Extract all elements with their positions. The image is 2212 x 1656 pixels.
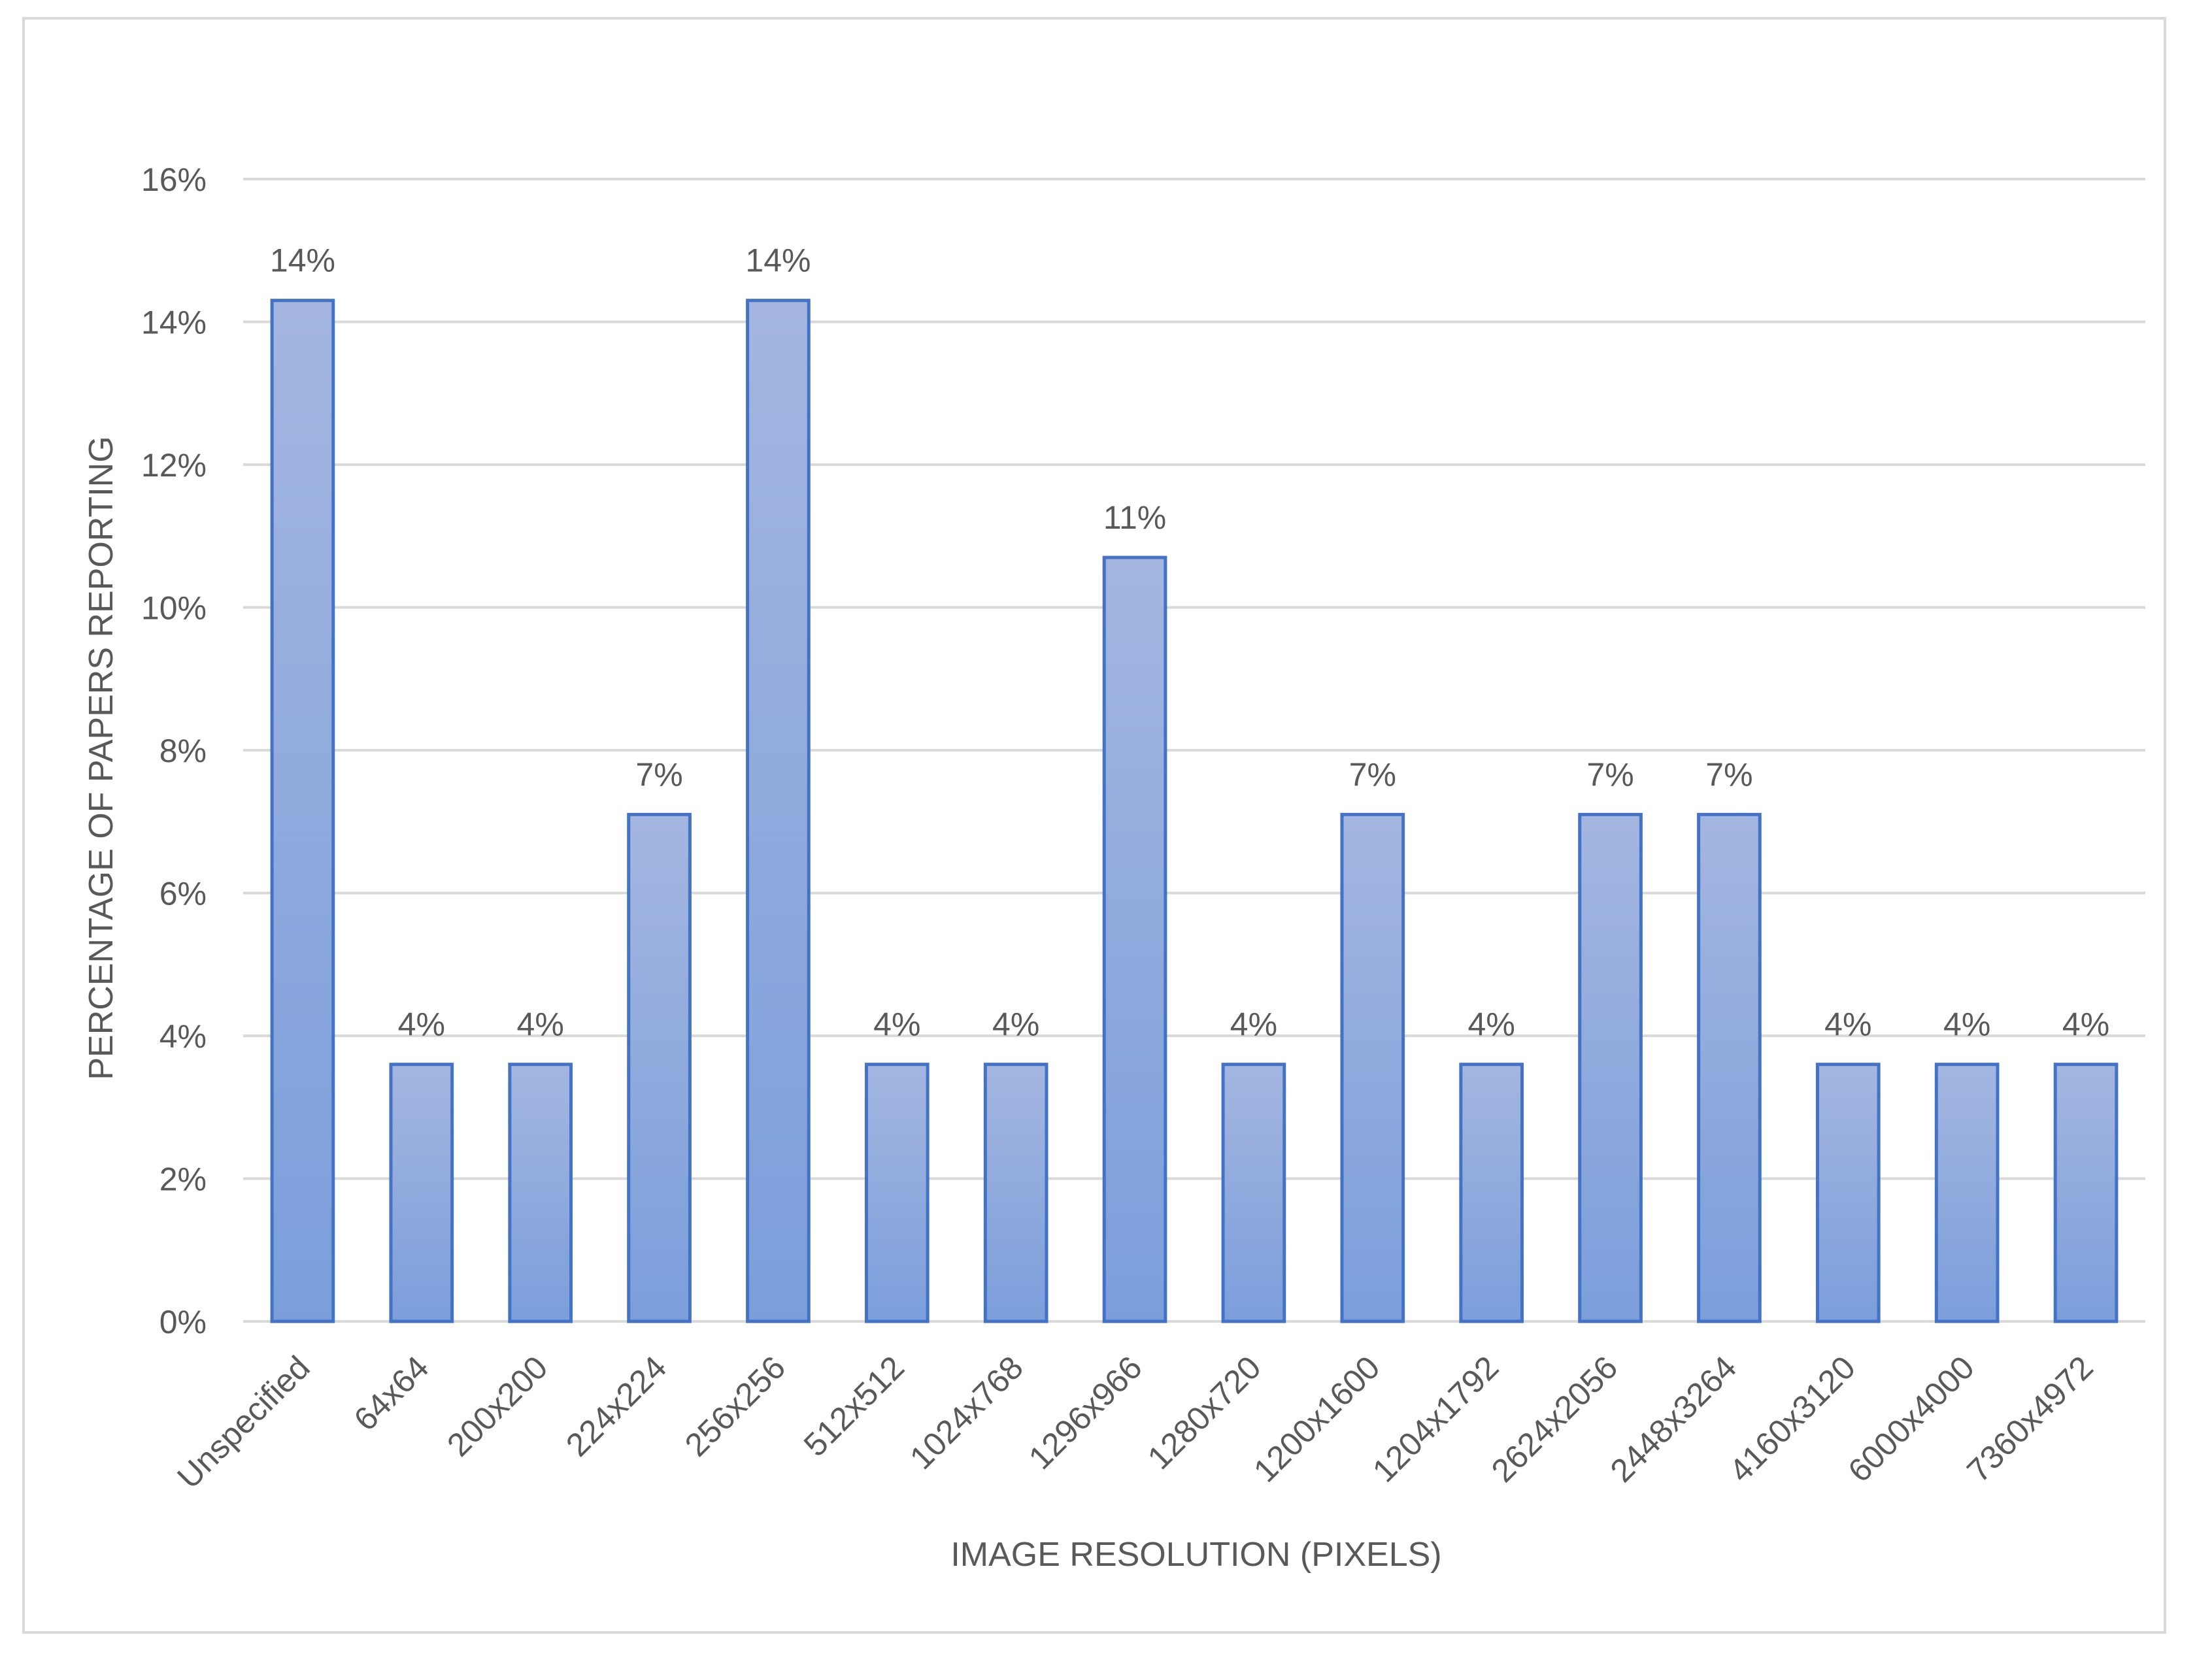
y-tick-label: 6%: [159, 876, 207, 912]
data-label: 4%: [517, 1006, 564, 1043]
bar: [270, 299, 335, 1323]
bar: [1459, 1063, 1524, 1323]
x-tick-label: 64x64: [347, 1349, 436, 1438]
bar: [983, 1063, 1048, 1323]
bar: [1815, 1063, 1881, 1323]
data-label: 4%: [2062, 1006, 2109, 1043]
bars: [270, 299, 2119, 1323]
x-tick-label: 1280x720: [1141, 1349, 1268, 1476]
y-tick-label: 12%: [141, 447, 207, 484]
x-axis-tick-labels: Unspecified 64x64 200x200 224x224 256x256 512…: [170, 1349, 2100, 1495]
y-tick-label: 14%: [141, 305, 207, 341]
x-tick-label: 4160x3120: [1722, 1349, 1863, 1489]
bar: [389, 1063, 454, 1323]
data-label: 4%: [1230, 1006, 1277, 1043]
data-label: 4%: [873, 1006, 920, 1043]
y-tick-label: 0%: [159, 1304, 207, 1340]
data-label: 14%: [270, 242, 335, 279]
bar: [1697, 812, 1762, 1323]
bar: [627, 812, 692, 1323]
y-tick-label: 8%: [159, 733, 207, 769]
x-tick-label: 1200x1600: [1247, 1349, 1387, 1489]
x-tick-label: 224x224: [559, 1349, 673, 1463]
data-labels: 14% 4% 4% 7% 14% 4% 4% 11% 4% 7% 4% 7% 7% 4% 4% 4%: [270, 242, 2109, 1043]
data-label: 4%: [992, 1006, 1039, 1043]
bar: [1221, 1063, 1286, 1323]
data-label: 7%: [1349, 756, 1396, 793]
x-tick-label: 6000x4000: [1841, 1349, 1981, 1489]
x-tick-label: Unspecified: [170, 1349, 316, 1495]
bar: [2053, 1063, 2119, 1323]
y-tick-label: 10%: [141, 590, 207, 627]
data-label: 11%: [1103, 499, 1166, 536]
bar: [1340, 812, 1405, 1323]
data-label: 4%: [1943, 1006, 1990, 1043]
x-tick-label: 512x512: [797, 1349, 911, 1463]
x-tick-label: 7360x4972: [1960, 1349, 2100, 1489]
x-tick-label: 1296x966: [1022, 1349, 1149, 1476]
data-label: 4%: [1468, 1006, 1515, 1043]
y-tick-label: 2%: [159, 1161, 207, 1198]
x-tick-label: 2624x2056: [1484, 1349, 1625, 1489]
x-tick-label: 1024x768: [903, 1349, 1030, 1476]
x-tick-label: 256x256: [678, 1349, 792, 1463]
x-tick-label: 200x200: [440, 1349, 554, 1463]
y-axis-tick-labels: 0% 2% 4% 6% 8% 10% 12% 14% 16%: [141, 161, 207, 1340]
data-label: 7%: [1586, 756, 1634, 793]
data-label: 7%: [635, 756, 682, 793]
bar: [746, 299, 811, 1323]
data-label: 7%: [1705, 756, 1752, 793]
y-tick-label: 4%: [159, 1018, 207, 1055]
x-tick-label: 1204x1792: [1366, 1349, 1506, 1489]
data-label: 4%: [398, 1006, 445, 1043]
bar: [864, 1063, 930, 1323]
y-axis-title: PERCENTAGE OF PAPERS REPORTING: [82, 436, 120, 1080]
bar: [1578, 812, 1643, 1323]
data-label: 14%: [745, 242, 811, 279]
x-tick-label: 2448x3264: [1603, 1349, 1744, 1489]
chart-frame: [22, 17, 2166, 1634]
data-label: 4%: [1824, 1006, 1871, 1043]
bar: [1102, 555, 1167, 1323]
y-tick-label: 16%: [141, 161, 207, 198]
bar: [508, 1063, 573, 1323]
bar: [1934, 1063, 2000, 1323]
x-axis-title: IMAGE RESOLUTION (PIXELS): [950, 1536, 1441, 1574]
